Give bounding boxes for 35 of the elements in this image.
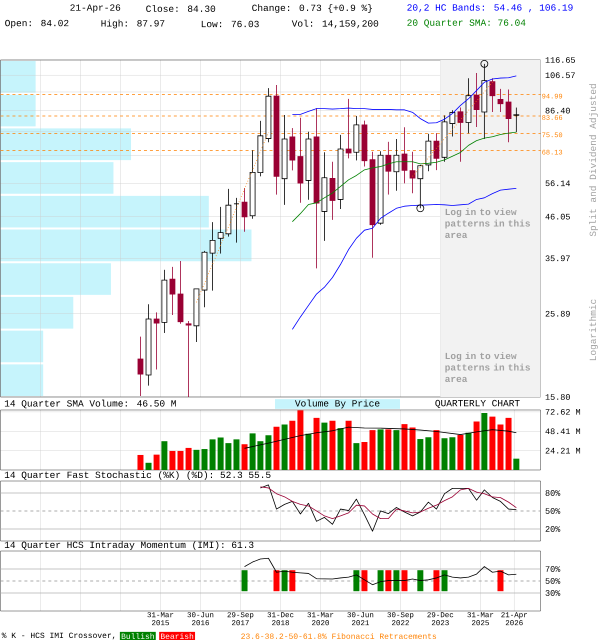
text: Low: 76.03 [202,20,259,28]
text: Close: 84.30 [146,5,216,12]
annotation: Log in to view patterns in this area [445,208,530,238]
chart-title: 14 Quarter HCS Intraday Momentum (IMI): 61.3 [4,541,254,550]
y-tick-label: 35.97 [546,255,570,262]
y-tick-label: 30% [546,590,560,596]
annotation: Log in to view patterns in this area [445,352,530,382]
y-tick-label: 56.14 [546,180,570,186]
y-tick-label: 20% [546,526,560,532]
y-tick-label: 50% [546,578,560,584]
y-tick-label: 80% [546,490,560,496]
y-tick-label: 70% [546,566,560,572]
text: Change: 0.73 {+0.9 %} [252,4,372,13]
y-tick-label: 25.89 [546,310,570,317]
y-tick-label: 15.80 [546,394,570,400]
y-tick-label: 72.62 M [546,409,580,415]
chart-title: 14 Quarter SMA Volume: 46.50 M [4,400,176,408]
y-tick-label: 24.21 M [546,448,580,454]
chart-title: 14 Quarter Fast Stochastic (%K) (%D): 52.3 55.5 [4,471,270,480]
text: 20,2 HC Bands: 54.46 , 106.19 [407,4,573,12]
y-tick-label: 48.41 M [545,428,580,434]
y-axis-title: Split and Dividend Adjusted [589,84,598,236]
y-tick-label: 86.40 [546,108,570,114]
y-tick-label: 106.57 [546,72,575,78]
y-tick-label: 116.65 [546,57,575,63]
text: High: 87.97 [101,20,164,28]
y-tick-label: 50% [546,508,560,514]
text: Logarithmic [589,299,598,360]
text: 20 Quarter SMA: 76.04 [407,19,526,28]
y-tick-label: 46.05 [545,214,570,220]
text: QUARTERLY CHART [435,400,520,408]
text: Open: 84.02 [5,20,68,28]
text: Volume By Price [294,400,380,408]
text: Vol: 14,159,200 [292,20,378,28]
text: 21-Apr-26 [70,4,120,13]
